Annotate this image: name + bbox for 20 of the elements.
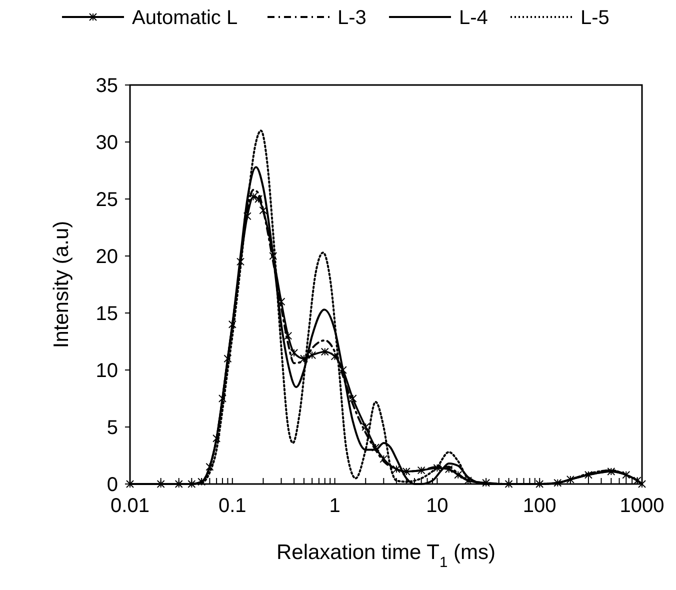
x-tick-label: 1 xyxy=(329,495,340,517)
x-tick-label: 1000 xyxy=(620,495,664,517)
y-tick-label: 10 xyxy=(96,360,118,382)
y-tick-label: 25 xyxy=(96,189,118,211)
x-tick-label: 10 xyxy=(426,495,448,517)
y-tick-label: 30 xyxy=(96,132,118,154)
legend-label: L-3 xyxy=(338,7,366,29)
y-tick-label: 15 xyxy=(96,303,118,325)
y-tick-label: 20 xyxy=(96,246,118,268)
x-tick-label: 0.01 xyxy=(110,495,150,517)
x-tick-label: 0.1 xyxy=(218,495,246,517)
legend-label: L-5 xyxy=(580,7,610,29)
legend-label: L-4 xyxy=(459,7,488,29)
x-axis-title: Relaxation time T$_{1}$ (ms) xyxy=(276,541,496,571)
y-tick-label: 35 xyxy=(96,75,118,97)
y-tick-label: 0 xyxy=(106,474,118,496)
x-tick-label: 100 xyxy=(522,495,556,517)
y-tick-label: 5 xyxy=(106,417,118,439)
legend-label: Automatic L xyxy=(132,7,238,29)
y-axis-title: Intensity (a.u) xyxy=(50,220,73,348)
